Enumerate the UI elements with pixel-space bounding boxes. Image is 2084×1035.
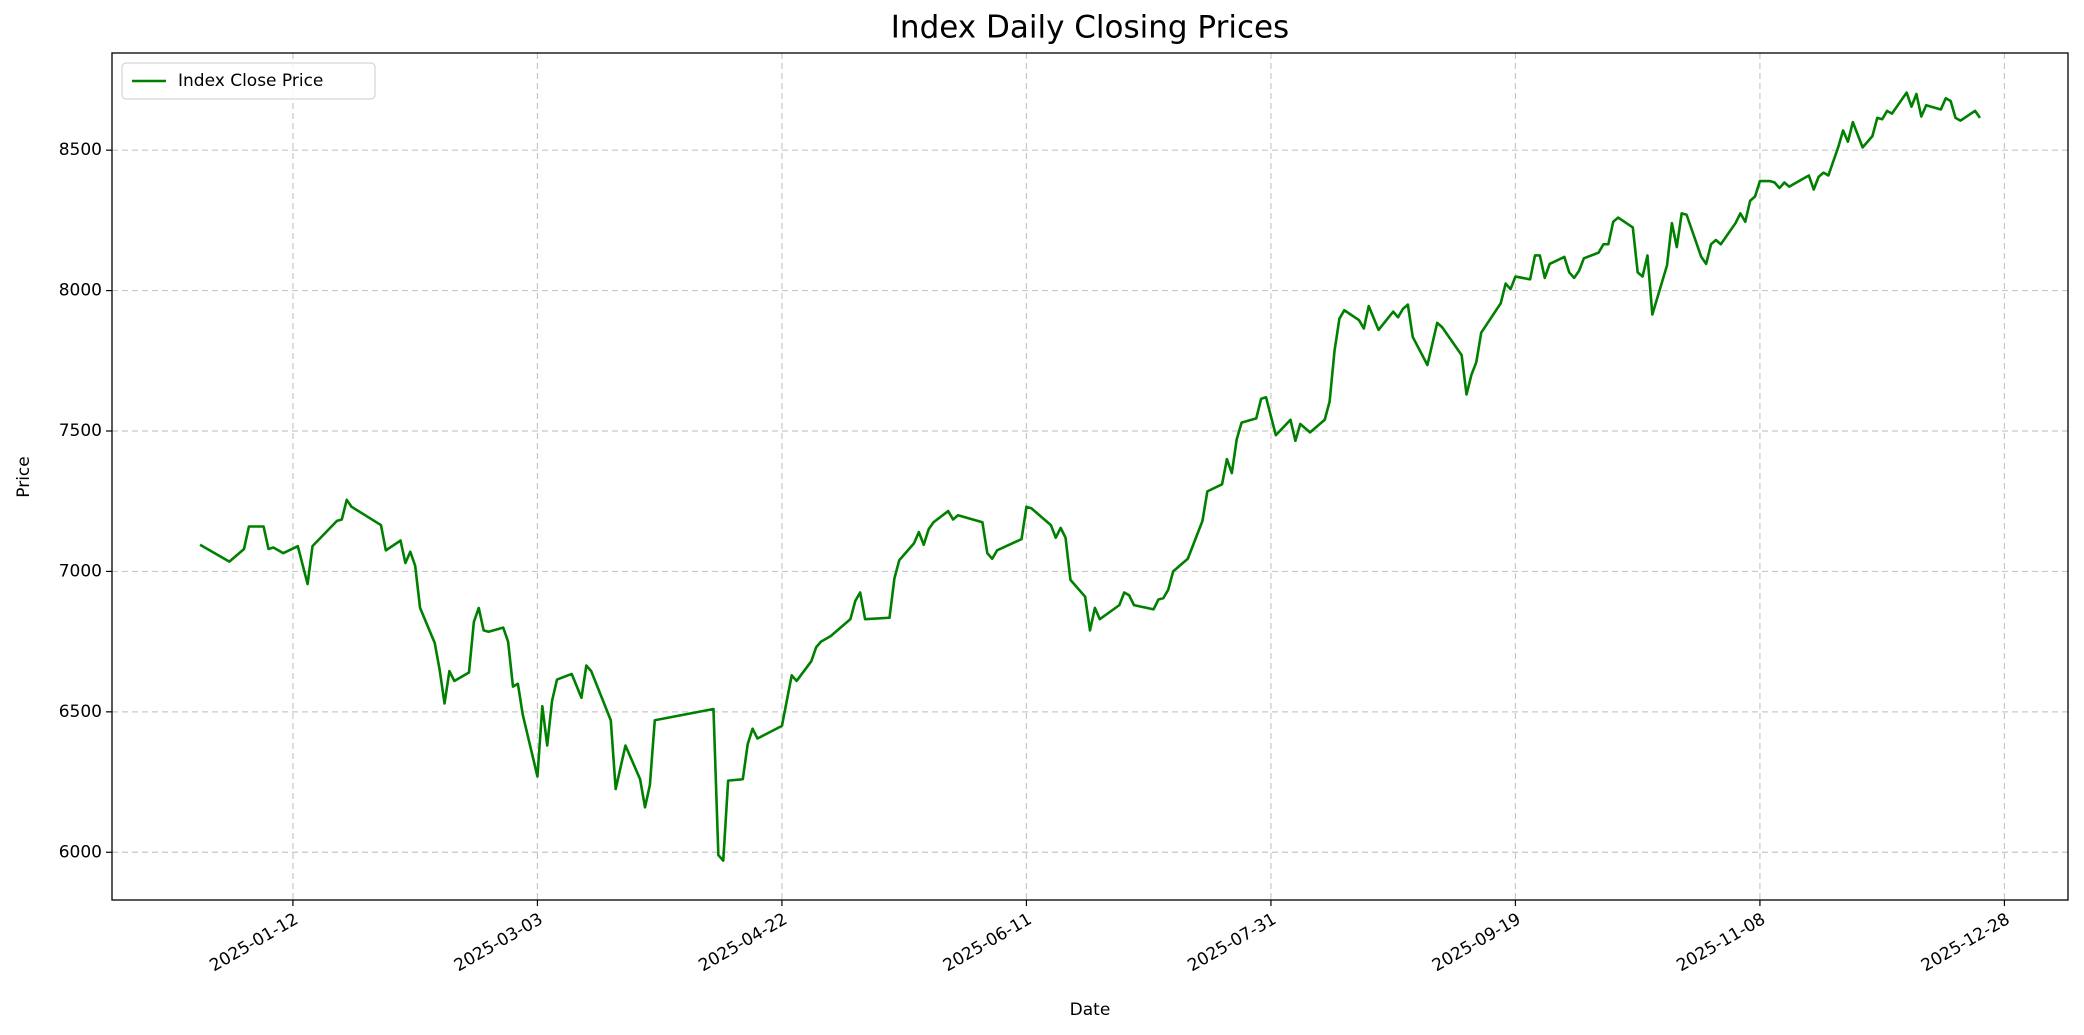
y-tick-label: 8500 <box>59 140 102 160</box>
legend-label: Index Close Price <box>178 71 323 91</box>
x-tick-label: 2025-09-19 <box>1429 909 1525 976</box>
plot-frame <box>111 52 2069 901</box>
x-tick-label: 2025-01-12 <box>206 909 302 976</box>
y-tick-label: 6000 <box>59 842 102 862</box>
legend-box <box>121 62 376 100</box>
x-tick-label: 2025-11-08 <box>1673 909 1769 976</box>
x-tick-label: 2025-04-22 <box>695 909 791 976</box>
y-tick-label: 8000 <box>59 281 102 301</box>
y-tick-label: 7500 <box>59 421 102 441</box>
x-axis-label: Date <box>1070 1000 1111 1020</box>
x-tick-label: 2025-12-28 <box>1918 909 2014 976</box>
chart-title: Index Daily Closing Prices <box>891 10 1289 46</box>
x-tick-label: 2025-07-31 <box>1184 909 1280 976</box>
data-line <box>199 91 1982 862</box>
legend: Index Close Price <box>121 62 376 100</box>
y-tick-label: 6500 <box>59 702 102 722</box>
y-tick-label: 7000 <box>59 561 102 581</box>
y-axis-label: Price <box>14 456 34 497</box>
x-tick-label: 2025-03-03 <box>451 909 547 976</box>
x-tick-label: 2025-06-11 <box>940 909 1036 976</box>
